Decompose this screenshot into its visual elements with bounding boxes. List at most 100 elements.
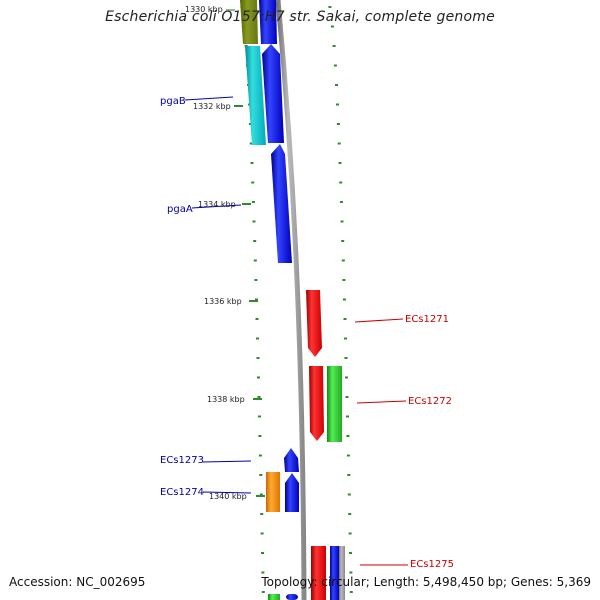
tick-mark: [242, 203, 251, 205]
track-dot: [253, 259, 257, 262]
tick-label: 1332 kbp: [193, 102, 231, 111]
track-dot: [333, 64, 337, 67]
gene-label-ECs1271[interactable]: ECs1271: [405, 314, 449, 325]
track-dot: [261, 571, 265, 574]
tick-mark: [253, 398, 262, 400]
track-dot: [344, 357, 348, 359]
feature-green-bottom[interactable]: [268, 594, 280, 600]
track-dot: [260, 532, 264, 535]
label-leader: [202, 491, 252, 494]
track-dot: [253, 240, 257, 242]
gene-ECs1273[interactable]: [284, 448, 299, 472]
track-dot: [343, 318, 347, 320]
track-dot: [349, 571, 353, 574]
label-leader: [354, 318, 404, 323]
track-dot: [258, 435, 262, 437]
tick-label: 1330 kbp: [185, 5, 223, 14]
track-dot: [341, 240, 345, 242]
tick-mark: [249, 300, 258, 302]
track-dot: [344, 337, 347, 340]
gene-labels: pgaB pgaA ECs1271 ECs1272 ECs1273 ECs127…: [160, 96, 454, 570]
track-dot: [249, 142, 253, 145]
track-dot: [257, 396, 261, 398]
gene-arrow-upstream[interactable]: [259, 0, 277, 44]
track-dot: [258, 454, 262, 457]
track-guide-outer: [328, 6, 353, 593]
track-dot: [336, 103, 339, 106]
track-dot: [347, 474, 351, 476]
track-dot: [341, 259, 345, 262]
label-leader: [184, 96, 234, 101]
track-dot: [248, 123, 252, 125]
feature-ECs1272-green[interactable]: [327, 366, 342, 442]
track-dot: [254, 279, 258, 281]
label-leader: [356, 400, 407, 404]
gene-pgaB-cyan[interactable]: [245, 46, 266, 145]
tick-label: 1334 kbp: [198, 200, 236, 209]
gene-label-ECs1272[interactable]: ECs1272: [408, 396, 452, 407]
reverse-strand-features: [240, 0, 299, 600]
track-dot: [332, 45, 336, 47]
track-dot: [330, 25, 334, 28]
track-dot: [252, 220, 256, 223]
gene-ECs1274-orange[interactable]: [266, 472, 280, 512]
track-dot: [250, 162, 254, 164]
gene-label-ECs1274[interactable]: ECs1274: [160, 487, 204, 498]
track-dot: [338, 162, 342, 164]
genome-summary-text: Topology: circular; Length: 5,498,450 bp…: [261, 575, 591, 589]
track-dot: [348, 513, 352, 515]
track-dot: [259, 474, 263, 476]
track-dot: [342, 279, 346, 281]
feature-olive[interactable]: [240, 0, 258, 44]
tick-label: 1338 kbp: [207, 395, 245, 404]
tick-label: 1340 kbp: [209, 492, 247, 501]
track-dot: [259, 493, 263, 496]
feature-blue-bottom[interactable]: [286, 594, 298, 600]
gene-pgaB[interactable]: [262, 44, 284, 143]
tick-label: 1336 kbp: [204, 297, 242, 306]
track-dot: [337, 142, 341, 145]
track-dot: [345, 376, 348, 379]
tick-mark: [256, 495, 265, 497]
track-dot: [258, 415, 261, 418]
track-dot: [328, 6, 332, 8]
feature-ECs1275-grey[interactable]: [339, 546, 345, 600]
gene-label-ECs1273[interactable]: ECs1273: [160, 455, 204, 466]
track-dot: [256, 337, 259, 340]
tick-mark: [226, 9, 235, 11]
track-dot: [346, 454, 350, 457]
label-leader: [202, 460, 252, 463]
gene-label-ECs1275[interactable]: ECs1275: [410, 559, 454, 570]
track-dot: [346, 415, 349, 418]
track-dot: [255, 318, 259, 320]
scale-ticks: 1330 kbp 1332 kbp 1334 kbp 1336 kbp 1338…: [185, 5, 265, 501]
track-dot: [336, 123, 340, 125]
gene-ECs1272[interactable]: [309, 366, 324, 441]
map-title: Escherichia coli O157:H7 str. Sakai, com…: [105, 9, 495, 25]
track-dot: [261, 552, 264, 554]
genome-backbone: [275, 0, 307, 600]
track-dot: [345, 396, 349, 398]
gene-ECs1274[interactable]: [285, 473, 299, 512]
tick-mark: [234, 105, 243, 107]
track-dot: [347, 493, 351, 496]
gene-ECs1275[interactable]: [311, 546, 326, 600]
label-leader: [191, 204, 242, 209]
track-dot: [257, 376, 260, 379]
track-dot: [340, 220, 344, 223]
gene-label-pgaB[interactable]: pgaB: [160, 96, 186, 107]
gene-pgaA[interactable]: [271, 144, 292, 263]
track-dot: [260, 513, 264, 515]
feature-ECs1275-blue[interactable]: [330, 546, 339, 600]
track-dot: [335, 84, 338, 86]
track-dot: [254, 298, 258, 301]
track-dot: [349, 552, 352, 554]
track-dot: [339, 181, 343, 184]
track-dot: [346, 435, 350, 437]
forward-strand-features: [306, 290, 345, 600]
gene-label-pgaA[interactable]: pgaA: [167, 204, 193, 215]
track-dot: [261, 591, 265, 593]
track-dot: [339, 201, 343, 203]
gene-ECs1271[interactable]: [306, 290, 322, 357]
